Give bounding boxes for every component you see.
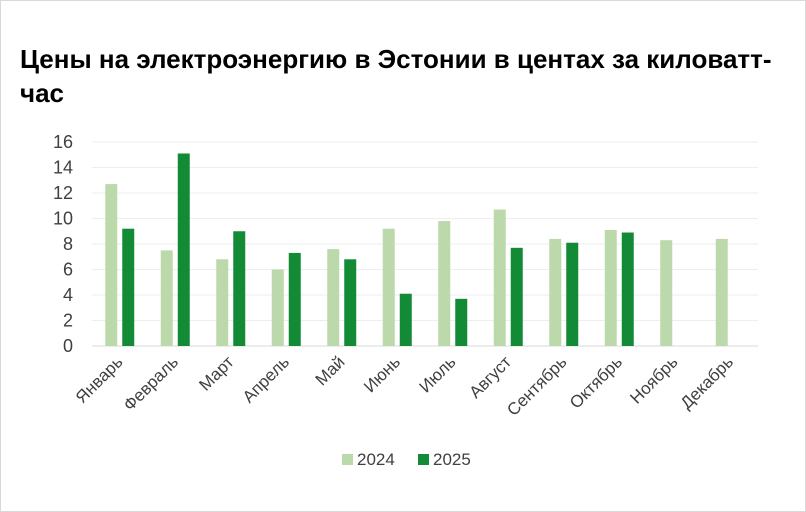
- legend-swatch-2024: [342, 454, 353, 465]
- bar-2025: [122, 228, 135, 346]
- legend-label-2024: 2024: [357, 450, 395, 469]
- bar-2024: [493, 209, 506, 346]
- bar-2025: [344, 259, 357, 346]
- legend: 2024 2025: [342, 450, 471, 469]
- x-tick-label: Июнь: [360, 352, 404, 396]
- bar-2024: [382, 228, 395, 346]
- x-tick-label: Июль: [415, 352, 459, 396]
- x-tick-label: Март: [195, 352, 237, 394]
- bars: [105, 153, 728, 346]
- y-tick-label: 6: [63, 260, 73, 280]
- y-tick-label: 4: [63, 285, 73, 305]
- bar-2024: [604, 229, 617, 346]
- y-tick-label: 10: [53, 209, 73, 229]
- bar-2025: [399, 293, 412, 346]
- bar-2024: [327, 249, 340, 346]
- x-tick-label: Февраль: [120, 352, 182, 414]
- x-tick-label: Декабрь: [677, 352, 737, 412]
- chart-title: Цены на электроэнергию в Эстонии в цента…: [20, 44, 772, 108]
- bar-2024: [105, 184, 118, 346]
- y-tick-label: 8: [63, 234, 73, 254]
- x-tick-label: Апрель: [239, 352, 293, 406]
- bar-2025: [621, 232, 634, 346]
- bar-2025: [455, 298, 468, 346]
- bar-2024: [549, 238, 562, 346]
- y-tick-label: 14: [53, 158, 73, 178]
- y-tick-label: 0: [63, 336, 73, 356]
- x-tick-label: Октябрь: [566, 352, 626, 412]
- bar-2024: [715, 238, 728, 346]
- bar-2025: [566, 242, 579, 346]
- bar-2025: [510, 247, 523, 346]
- bar-2024: [160, 250, 173, 346]
- bar-2024: [216, 259, 229, 346]
- y-axis-ticks: 0 2 4 6 8 10 12 14 16: [53, 132, 73, 356]
- x-tick-label: Ноябрь: [626, 352, 681, 407]
- grid-lines: [92, 141, 758, 347]
- bar-2025: [288, 252, 301, 346]
- legend-swatch-2025: [418, 454, 429, 465]
- bar-2024: [660, 240, 673, 346]
- y-tick-label: 16: [53, 132, 73, 152]
- x-tick-label: Май: [312, 352, 349, 389]
- x-tick-label: Август: [465, 352, 515, 402]
- bar-2024: [438, 221, 451, 346]
- x-tick-label: Январь: [72, 352, 127, 407]
- y-tick-label: 2: [63, 311, 73, 331]
- legend-label-2025: 2025: [433, 450, 471, 469]
- y-tick-label: 12: [53, 183, 73, 203]
- bar-2024: [271, 269, 284, 346]
- bar-2025: [233, 231, 246, 346]
- x-tick-label: Сентябрь: [503, 352, 570, 419]
- bar-2025: [177, 153, 190, 346]
